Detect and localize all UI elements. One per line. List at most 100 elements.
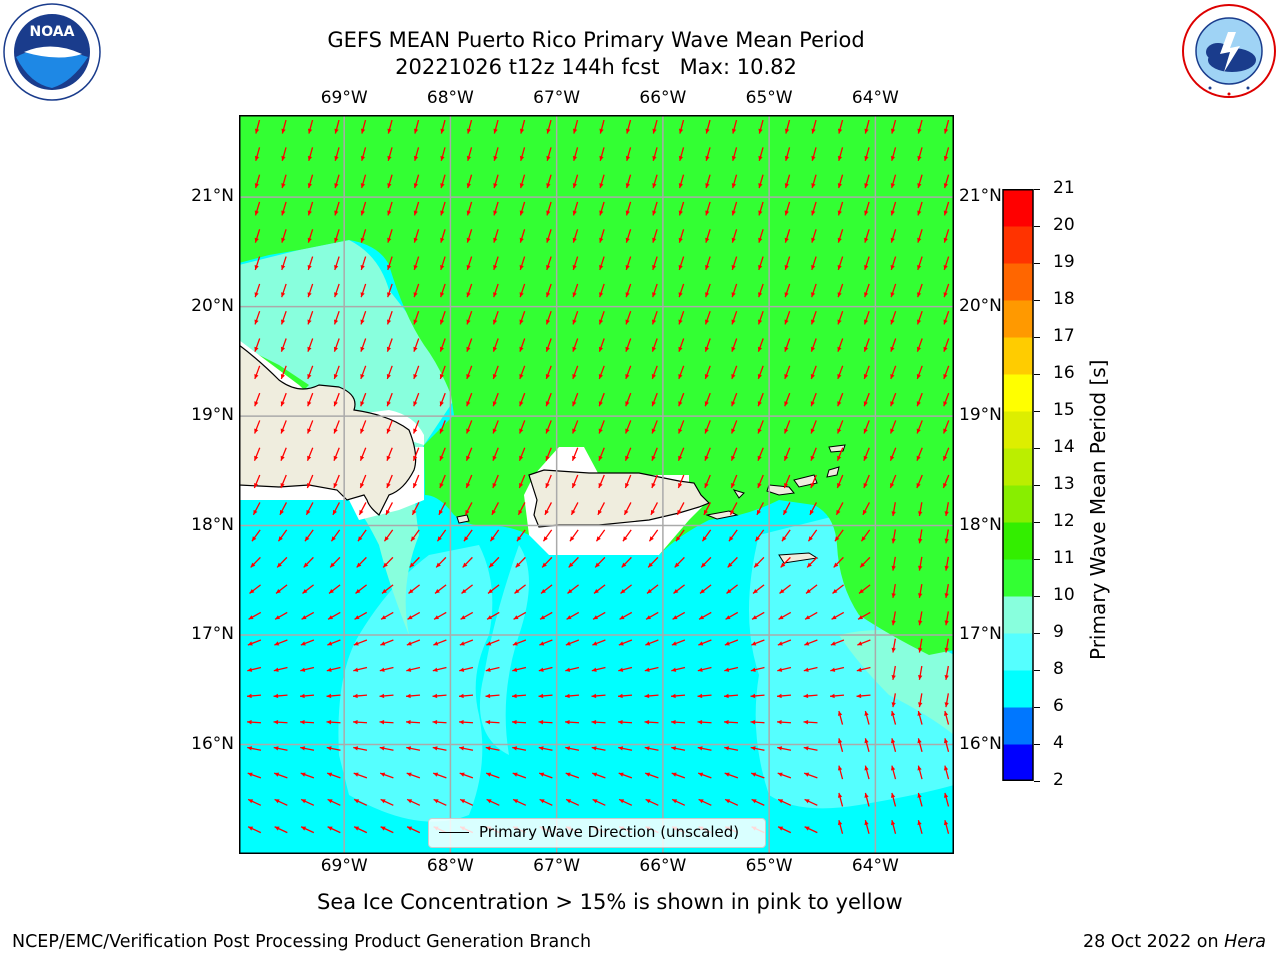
wave-arrow — [406, 746, 421, 751]
wave-arrow — [466, 201, 473, 216]
wave-arrow — [572, 201, 579, 216]
wave-arrow — [731, 229, 738, 243]
wave-arrow — [493, 119, 499, 134]
wave-arrow — [493, 201, 499, 216]
wave-arrow — [918, 584, 923, 599]
wave-arrow — [646, 584, 659, 594]
wave-arrow — [890, 147, 897, 162]
wave-arrow — [572, 147, 579, 162]
colorbar-tick — [1034, 669, 1040, 671]
wave-arrow — [254, 229, 261, 243]
wave-arrow — [546, 283, 552, 298]
wave-arrow — [306, 447, 314, 461]
wave-arrow — [863, 420, 870, 434]
wave-arrow — [645, 611, 659, 620]
wave-arrow — [274, 639, 288, 646]
wave-arrow — [334, 283, 340, 298]
wave-arrow — [891, 529, 896, 544]
wave-arrow — [776, 719, 792, 725]
wave-arrow — [360, 201, 367, 216]
wave-arrow — [247, 639, 262, 646]
colorbar-tick — [1034, 595, 1040, 597]
wave-arrow — [944, 556, 949, 571]
wave-arrow — [837, 820, 844, 834]
wave-arrow — [890, 201, 897, 216]
wave-arrow — [595, 529, 606, 542]
wave-arrow — [572, 174, 579, 189]
wave-arrow — [784, 365, 791, 380]
wave-arrow — [757, 338, 764, 352]
wave-arrow — [725, 611, 739, 620]
wave-arrow — [300, 798, 315, 806]
wave-arrow — [519, 201, 526, 216]
wave-arrow — [917, 765, 923, 780]
wave-arrow — [891, 693, 896, 708]
wave-arrow — [944, 502, 949, 517]
wave-arrow — [918, 529, 923, 544]
wave-arrow — [353, 746, 368, 751]
wave-arrow — [784, 119, 791, 134]
wave-arrow — [943, 119, 950, 134]
wave-arrow — [625, 147, 632, 162]
wave-arrow — [519, 338, 526, 352]
wave-arrow — [539, 798, 553, 806]
wave-arrow — [465, 474, 473, 489]
wave-arrow — [564, 719, 580, 725]
wave-arrow — [360, 365, 367, 380]
wave-arrow — [598, 392, 605, 407]
wave-arrow — [440, 174, 446, 189]
colorbar-segment — [1003, 374, 1033, 412]
wave-arrow — [751, 611, 765, 620]
wave-arrow — [413, 392, 420, 407]
wave-arrow — [512, 746, 527, 751]
colorbar-tick — [1034, 780, 1040, 782]
colorbar-segment — [1003, 559, 1033, 597]
wave-arrow — [281, 119, 287, 134]
wave-arrow — [944, 665, 949, 680]
wave-arrow — [837, 310, 844, 325]
wave-arrow — [539, 611, 553, 620]
land-virgin-islands — [732, 466, 840, 499]
wave-arrow — [858, 584, 871, 594]
wave-arrow — [677, 474, 685, 489]
wave-arrow — [750, 772, 765, 779]
wave-arrow — [777, 746, 792, 751]
wave-arrow — [598, 365, 605, 380]
legend-line-icon — [439, 832, 469, 833]
wave-arrow — [440, 147, 446, 162]
wave-arrow — [440, 119, 446, 134]
wave-arrow — [836, 474, 844, 489]
wave-arrow — [598, 310, 605, 325]
wave-arrow — [466, 119, 473, 134]
wave-arrow — [387, 119, 393, 134]
wave-arrow — [327, 639, 341, 646]
wave-arrow — [890, 365, 897, 380]
wave-arrow — [565, 639, 580, 646]
wave-arrow — [704, 365, 711, 380]
wave-arrow — [485, 772, 500, 779]
wave-arrow — [891, 556, 896, 571]
wave-arrow — [697, 772, 712, 779]
wave-arrow — [837, 174, 844, 189]
wave-arrow — [254, 201, 261, 216]
wave-arrow — [891, 611, 896, 626]
wave-arrow — [591, 746, 606, 751]
wave-arrow — [358, 502, 367, 516]
wave-arrow — [334, 229, 340, 243]
map-frame — [239, 115, 954, 854]
wave-arrow — [678, 420, 685, 434]
wave-arrow — [727, 556, 738, 568]
wave-arrow — [944, 529, 949, 544]
wave-arrow — [803, 666, 818, 672]
wave-arrow — [670, 719, 686, 725]
wave-arrow — [863, 338, 870, 352]
wave-arrow — [835, 502, 844, 516]
wave-arrow — [676, 502, 685, 516]
wave-arrow — [412, 447, 420, 461]
wave-arrow — [485, 693, 500, 699]
wave-arrow — [305, 502, 314, 516]
wave-arrow — [464, 502, 473, 516]
wave-arrow — [705, 229, 711, 243]
wave-arrow — [413, 174, 420, 189]
wave-arrow — [493, 283, 499, 298]
